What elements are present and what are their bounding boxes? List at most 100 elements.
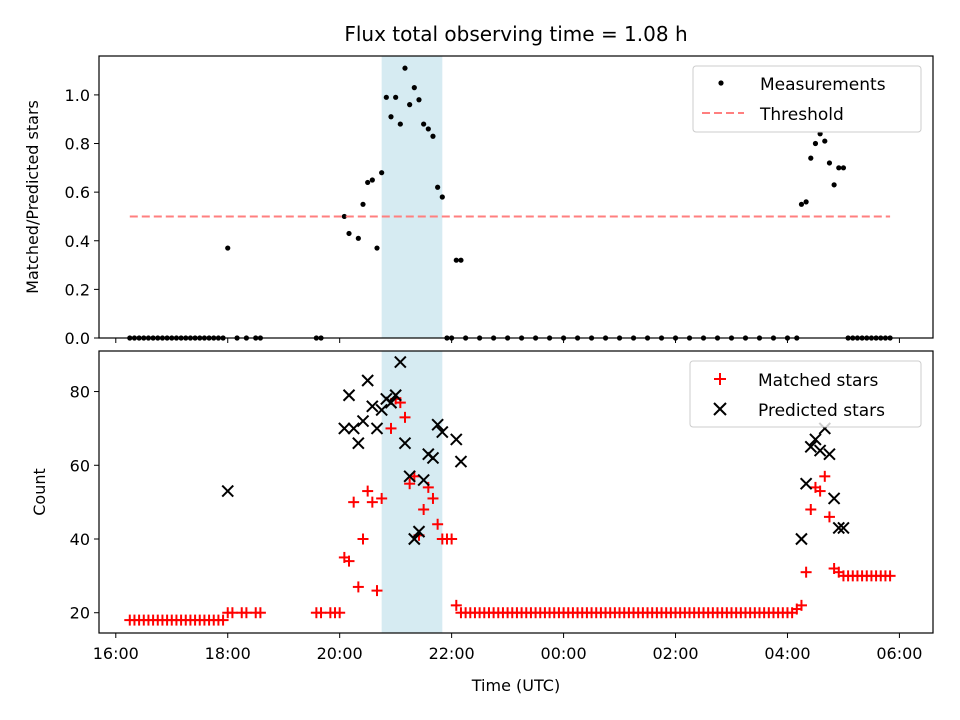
measurement-point xyxy=(826,160,833,166)
top-legend: Measurements Threshold xyxy=(692,65,922,133)
matched-stars-point xyxy=(814,485,826,497)
predicted-stars-point xyxy=(398,436,412,450)
measurement-point xyxy=(346,230,352,237)
matched-stars-point xyxy=(352,581,364,593)
matched-stars-point xyxy=(376,492,388,504)
top-legend-box xyxy=(692,65,922,133)
predicted-stars-point xyxy=(347,422,360,435)
predicted-stars-point xyxy=(813,444,827,457)
x-tick-label: 22:00 xyxy=(429,644,475,663)
predicted-stars-point xyxy=(832,521,845,535)
measurement-point xyxy=(388,114,394,120)
x-tick-label: 06:00 xyxy=(876,644,922,663)
measurement-point xyxy=(812,140,819,147)
matched-stars-point xyxy=(357,533,369,545)
measurement-point xyxy=(379,170,385,176)
y-tick-label: 20 xyxy=(70,604,90,623)
x-tick-label: 20:00 xyxy=(317,644,363,663)
y-tick-label: 0.8 xyxy=(65,135,90,154)
matched-stars-point xyxy=(315,607,327,619)
legend-threshold-label: Threshold xyxy=(759,105,844,125)
predicted-stars-point xyxy=(356,414,370,428)
predicted-stars-point xyxy=(809,433,822,446)
top-highlight-span xyxy=(381,56,443,338)
predicted-stars-point xyxy=(795,532,808,546)
x-axis-label: Time (UTC) xyxy=(471,676,560,695)
measurement-point xyxy=(407,102,413,108)
predicted-stars-point xyxy=(403,470,416,483)
x-tick-label: 02:00 xyxy=(652,644,698,663)
legend-matched-marker xyxy=(714,373,726,385)
predicted-stars-point xyxy=(389,389,402,402)
measurement-point xyxy=(435,184,441,190)
y-tick-label: 0.6 xyxy=(65,183,90,202)
y-tick-label: 80 xyxy=(70,383,90,402)
predicted-stars-point xyxy=(827,492,841,505)
predicted-stars-point xyxy=(823,448,836,461)
measurement-point xyxy=(416,97,422,103)
measurement-point xyxy=(425,126,431,132)
predicted-stars-point xyxy=(417,473,430,487)
measurement-point xyxy=(798,201,805,207)
matched-stars-point xyxy=(385,422,397,434)
measurement-point xyxy=(421,121,427,127)
matched-stars-point xyxy=(884,570,896,582)
matched-stars-point xyxy=(427,492,439,504)
matched-stars-point xyxy=(366,496,378,508)
matched-stars-point xyxy=(819,470,831,482)
bottom-panel-frame xyxy=(98,350,934,634)
measurement-point xyxy=(374,245,380,251)
y-tick-label: 0.4 xyxy=(65,232,90,251)
predicted-stars-point xyxy=(384,396,398,409)
measurement-point xyxy=(383,94,389,100)
top-y-axis-label: Matched/Predicted stars xyxy=(23,100,42,294)
matched-stars-point xyxy=(240,607,252,619)
predicted-stars-point xyxy=(837,521,850,535)
predicted-stars-point xyxy=(450,433,463,446)
matched-stars-point xyxy=(404,478,416,490)
predicted-stars-point xyxy=(799,477,813,490)
matched-stars-point xyxy=(254,607,266,619)
legend-matched-label: Matched stars xyxy=(758,371,878,391)
matched-stars-point xyxy=(399,411,411,423)
predicted-stars-point xyxy=(454,455,468,468)
bottom-panel-marks xyxy=(124,355,896,626)
x-tick-label: 00:00 xyxy=(541,644,587,663)
measurement-point xyxy=(355,235,361,241)
matched-stars-point xyxy=(226,607,238,619)
chart-title: Flux total observing time = 1.08 h xyxy=(344,22,687,46)
predicted-stars-point xyxy=(408,532,421,546)
matched-stars-point xyxy=(446,533,458,545)
top-y-ticks: 0.0 0.2 0.4 0.6 0.8 1.0 xyxy=(65,86,99,348)
bottom-x-ticks: 16:00 18:00 20:00 22:00 00:00 02:00 04:00 06:00 xyxy=(93,633,922,663)
measurement-point xyxy=(808,155,814,161)
matched-stars-point xyxy=(217,614,229,626)
y-tick-label: 1.0 xyxy=(65,86,90,105)
measurement-point xyxy=(411,85,417,91)
legend-measurements-label: Measurements xyxy=(760,75,886,95)
measurement-point xyxy=(397,121,403,127)
predicted-stars-point xyxy=(394,355,407,369)
measurement-point xyxy=(836,165,842,171)
measurement-point xyxy=(365,179,371,186)
measurement-point xyxy=(803,199,809,205)
measurement-point xyxy=(430,133,436,139)
measurement-point xyxy=(360,201,366,207)
legend-predicted-label: Predicted stars xyxy=(758,401,885,421)
matched-stars-point xyxy=(348,496,360,508)
measurement-point xyxy=(225,245,231,251)
measurement-point xyxy=(822,138,828,144)
predicted-stars-point xyxy=(366,400,379,413)
measurement-point xyxy=(402,65,408,71)
y-tick-label: 60 xyxy=(70,456,90,475)
measurement-point xyxy=(341,213,347,220)
predicted-stars-point xyxy=(361,374,374,387)
predicted-stars-point xyxy=(375,403,388,417)
matched-stars-point xyxy=(362,485,374,497)
predicted-stars-point xyxy=(412,525,426,538)
matched-stars-point xyxy=(432,518,444,530)
measurement-point xyxy=(369,177,375,183)
measurement-point xyxy=(840,165,847,171)
x-tick-label: 18:00 xyxy=(205,644,251,663)
